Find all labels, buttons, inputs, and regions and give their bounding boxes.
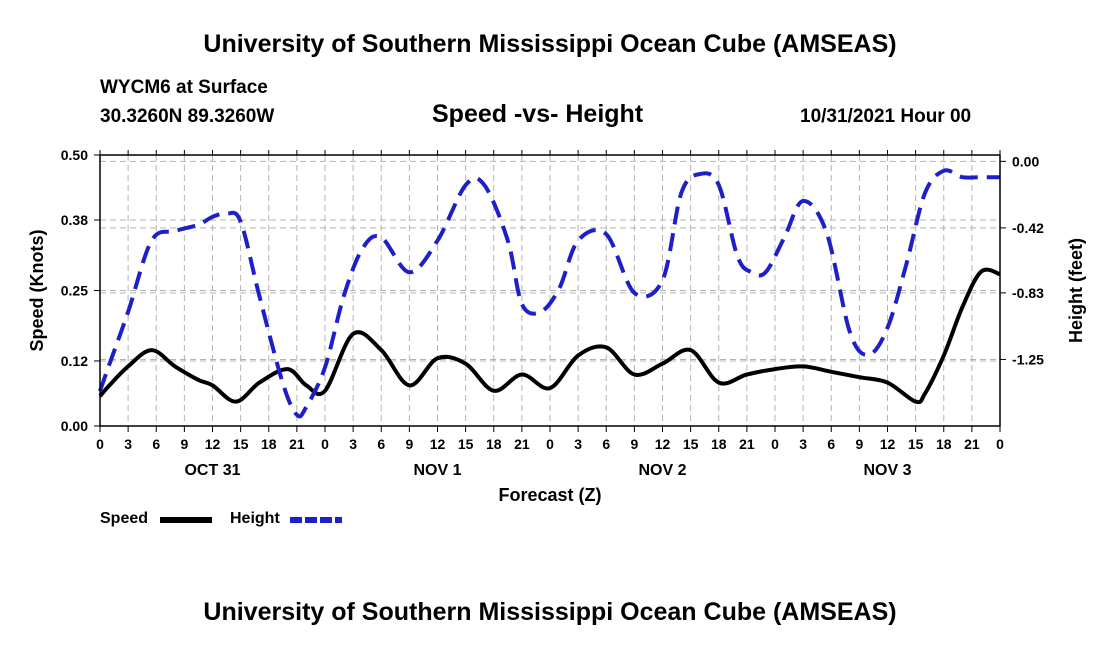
day-label: NOV 3 [863,462,911,479]
x-tick-label: 21 [289,436,305,452]
x-tick-label: 9 [630,436,638,452]
chart-subtitle: Speed -vs- Height [432,100,644,128]
x-tick-label: 18 [711,436,727,452]
x-tick-label: 9 [180,436,188,452]
y2-tick-label: -1.25 [1012,351,1044,367]
x-tick-label: 0 [321,436,329,452]
x-tick-label: 12 [205,436,221,452]
x-tick-label: 18 [261,436,277,452]
station-label: WYCM6 at Surface [100,77,268,98]
day-label: OCT 31 [184,462,240,479]
y2-tick-label: -0.83 [1012,285,1044,301]
y-axis-title: Speed (Knots) [27,229,47,351]
x-tick-label: 21 [739,436,755,452]
x-axis-title: Forecast (Z) [498,485,601,505]
y-tick-label: 0.38 [61,212,88,228]
x-tick-label: 15 [233,436,249,452]
day-label: NOV 2 [638,462,686,479]
grid-layer [100,155,1000,426]
y-tick-label: 0.00 [61,418,88,434]
station-coordinates: 30.3260N 89.3260W [100,106,275,127]
x-tick-label: 12 [655,436,671,452]
height-series-line [98,168,1000,419]
x-tick-label: 3 [124,436,132,452]
page-title: University of Southern Mississippi Ocean… [203,30,897,58]
y2-axis-title: Height (feet) [1066,238,1086,343]
x-tick-label: 0 [96,436,104,452]
x-tick-label: 12 [430,436,446,452]
x-tick-label: 0 [996,436,1004,452]
x-tick-label: 18 [486,436,502,452]
x-tick-label: 6 [602,436,610,452]
x-tick-label: 15 [908,436,924,452]
x-tick-label: 3 [349,436,357,452]
y-tick-label: 0.12 [61,353,88,369]
x-tick-label: 0 [771,436,779,452]
legend-speed-label: Speed [100,510,149,527]
speed-series-line [98,267,1001,405]
y-tick-label: 0.50 [61,147,88,163]
axis-layer: 0 3 6 9 12 15 18 21 0 3 6 9 12 15 18 21 0 3 6 9 12 15 18 21 0 3 6 9… [27,147,1086,505]
y-tick-label: 0.25 [61,283,88,299]
x-tick-label: 3 [799,436,807,452]
x-tick-label: 18 [936,436,952,452]
day-label: NOV 1 [413,462,461,479]
x-tick-label: 0 [546,436,554,452]
series-layer [98,168,1001,419]
legend-height-label: Height [230,510,280,527]
y2-tick-label: 0.00 [1012,153,1039,169]
x-tick-label: 6 [152,436,160,452]
x-tick-label: 3 [574,436,582,452]
y2-tick-label: -0.42 [1012,220,1044,236]
forecast-datetime: 10/31/2021 Hour 00 [800,106,972,127]
x-tick-label: 15 [683,436,699,452]
x-tick-label: 6 [377,436,385,452]
footer-title: University of Southern Mississippi Ocean… [203,598,897,626]
x-tick-label: 6 [827,436,835,452]
x-tick-label: 21 [964,436,980,452]
x-tick-label: 21 [514,436,530,452]
x-tick-label: 12 [880,436,896,452]
x-tick-label: 15 [458,436,474,452]
x-tick-label: 9 [405,436,413,452]
x-tick-label: 9 [855,436,863,452]
